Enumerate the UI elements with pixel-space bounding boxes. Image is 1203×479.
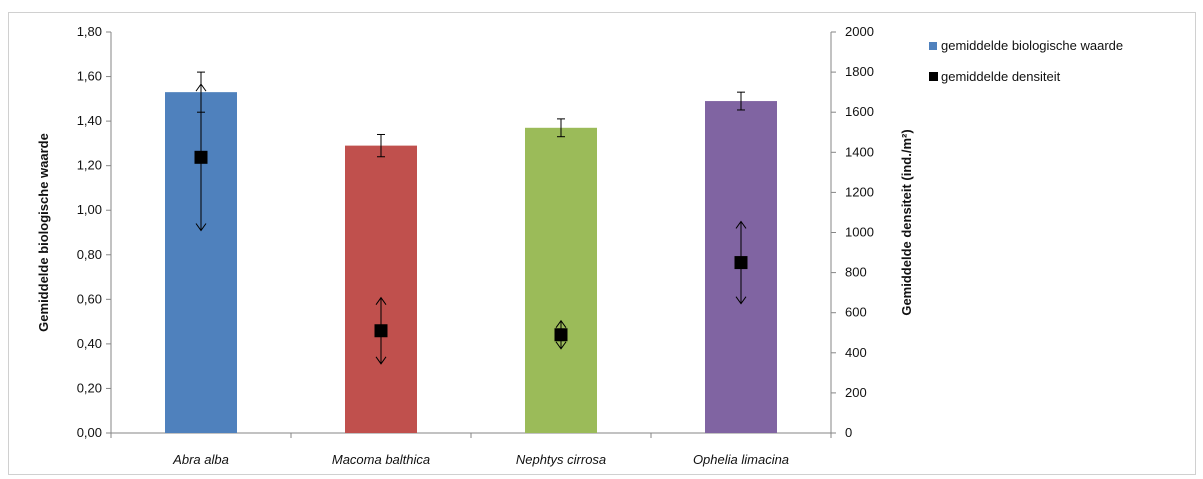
right-tick-label: 400 [845, 345, 867, 360]
left-axis-title: Gemiddelde biologische waarde [36, 133, 51, 332]
density-error-arrow [555, 319, 567, 329]
legend-swatch-bar [929, 42, 937, 50]
legend-label: gemiddelde densiteit [941, 69, 1061, 84]
right-tick-label: 800 [845, 265, 867, 280]
left-tick-label: 0,40 [77, 336, 102, 351]
density-error-arrow [735, 220, 747, 229]
legend-label: gemiddelde biologische waarde [941, 38, 1123, 53]
left-tick-label: 1,20 [77, 158, 102, 173]
category-label: Ophelia limacina [693, 452, 789, 467]
bar [525, 127, 597, 434]
category-label: Abra alba [172, 452, 229, 467]
right-tick-label: 200 [845, 385, 867, 400]
density-error-arrow [375, 356, 387, 365]
right-tick-label: 1400 [845, 144, 874, 159]
density-error-arrow [195, 223, 207, 232]
left-tick-label: 1,60 [77, 69, 102, 84]
category-label: Macoma balthica [332, 452, 430, 467]
legend-swatch-point [929, 72, 938, 81]
right-tick-label: 2000 [845, 24, 874, 39]
density-point [194, 150, 208, 164]
right-tick-label: 0 [845, 425, 852, 440]
right-tick-label: 600 [845, 305, 867, 320]
density-error-arrow [195, 83, 207, 92]
density-error-arrow [375, 296, 387, 305]
left-tick-label: 0,60 [77, 291, 102, 306]
right-tick-label: 1800 [845, 64, 874, 79]
density-point [734, 256, 748, 270]
right-tick-label: 1200 [845, 184, 874, 199]
bar [345, 145, 417, 433]
density-error-arrow [555, 341, 567, 350]
left-tick-label: 0,80 [77, 247, 102, 262]
density-point [554, 328, 568, 342]
right-tick-label: 1600 [845, 104, 874, 119]
category-label: Nephtys cirrosa [516, 452, 606, 467]
left-tick-label: 0,20 [77, 380, 102, 395]
left-tick-label: 0,00 [77, 425, 102, 440]
left-tick-label: 1,80 [77, 24, 102, 39]
right-axis-title: Gemiddelde densiteit (ind./m²) [899, 129, 914, 315]
right-tick-label: 1000 [845, 225, 874, 240]
left-tick-label: 1,40 [77, 113, 102, 128]
density-error-arrow [735, 296, 747, 305]
density-point [374, 324, 388, 338]
left-tick-label: 1,00 [77, 202, 102, 217]
